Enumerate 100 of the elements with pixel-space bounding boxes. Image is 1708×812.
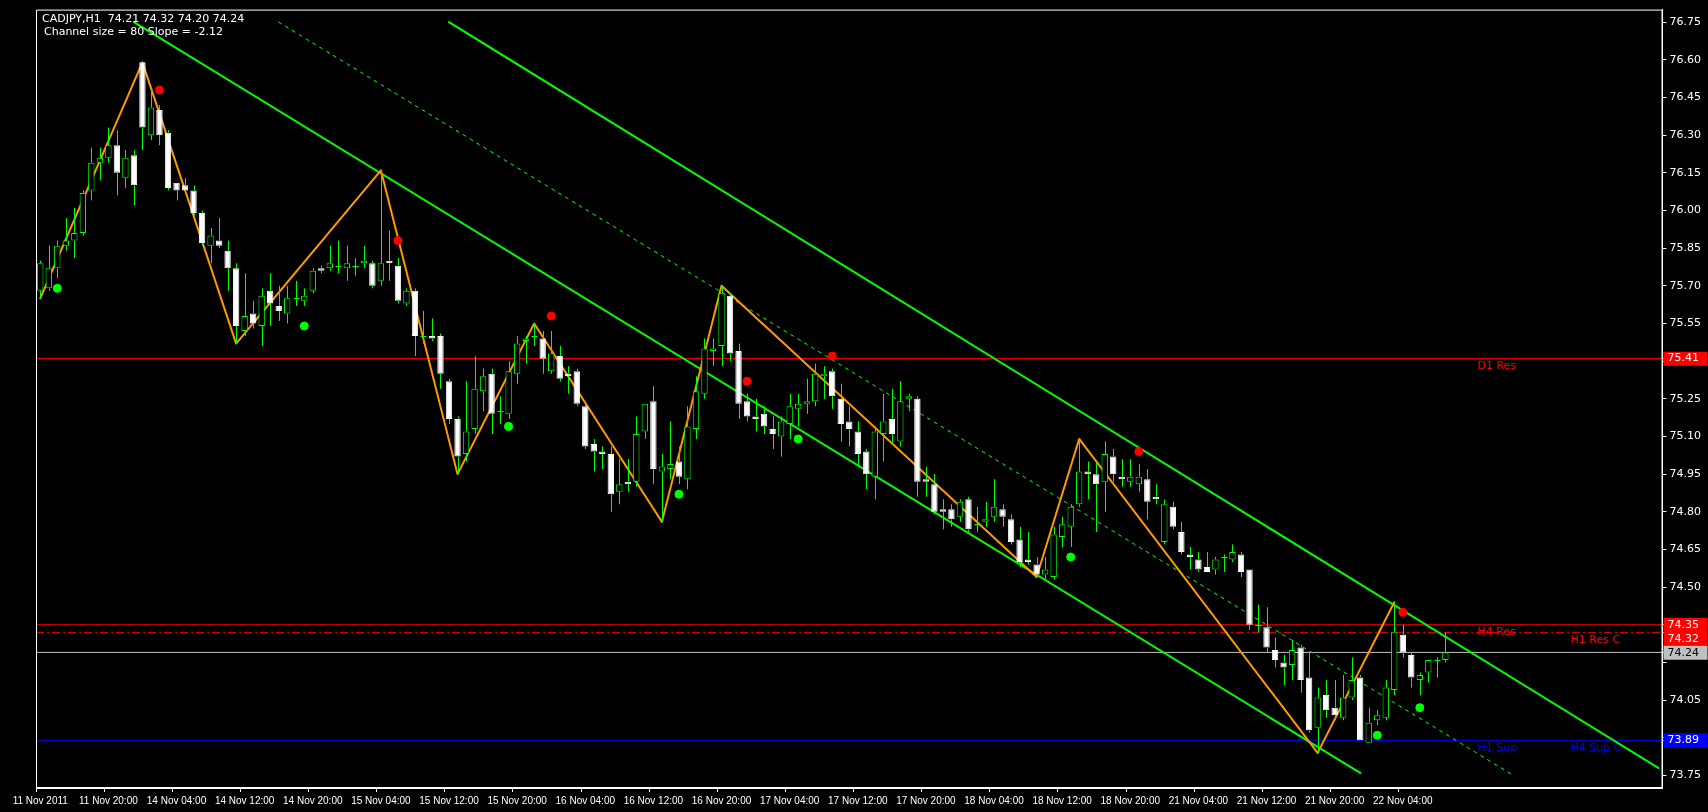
candlestick	[1314, 687, 1321, 754]
candlestick	[1041, 556, 1049, 581]
candlestick	[777, 415, 785, 458]
x-tick-label: 18 Nov 04:00	[964, 794, 1025, 806]
y-tick-label: 76.75	[1669, 15, 1702, 29]
y-tick-label: 74.32	[1667, 631, 1700, 645]
candlestick	[692, 375, 700, 440]
candlestick	[803, 378, 810, 415]
y-tick-label: 76.45	[1669, 90, 1702, 104]
candlestick	[633, 415, 640, 488]
candlestick	[667, 420, 674, 480]
candlestick	[1101, 440, 1108, 513]
y-tick-label: 73.89	[1667, 733, 1700, 747]
candlestick	[794, 393, 802, 427]
candlestick	[701, 338, 708, 400]
candlestick	[352, 257, 359, 277]
x-tick-label: 21 Nov 04:00	[1168, 794, 1229, 806]
point	[1372, 730, 1382, 740]
candlestick	[948, 503, 955, 528]
candlestick	[974, 506, 981, 533]
candlestick	[990, 478, 998, 523]
candlestick	[1016, 526, 1023, 568]
x-tick-label: 16 Nov 20:00	[691, 794, 752, 806]
point	[546, 311, 556, 321]
candlestick	[284, 285, 291, 324]
candlestick	[956, 498, 964, 523]
candlestick	[377, 169, 385, 287]
x-tick-label: 17 Nov 12:00	[828, 794, 888, 806]
candlestick	[130, 149, 138, 206]
candlestick	[1434, 656, 1441, 679]
point	[154, 85, 164, 95]
candlestick	[1075, 438, 1083, 508]
y-tick-label: 75.41	[1667, 351, 1700, 365]
x-tick-label: 14 Nov 04:00	[146, 794, 207, 806]
candlestick	[1416, 672, 1423, 696]
candlestick	[1212, 556, 1219, 576]
point	[393, 236, 403, 246]
point	[1066, 552, 1076, 562]
candlestick	[156, 104, 163, 146]
candlestick	[113, 129, 121, 196]
candlestick	[590, 438, 597, 473]
point	[827, 351, 837, 361]
x-tick-label: 21 Nov 12:00	[1236, 794, 1297, 806]
candlestick	[488, 368, 495, 435]
point	[793, 434, 803, 444]
x-tick-label: 16 Nov 04:00	[555, 794, 616, 806]
ref-line-label: H1 Res C	[1570, 632, 1621, 646]
candlestick	[293, 280, 300, 307]
candlestick	[497, 395, 504, 425]
candlestick	[837, 383, 844, 442]
candlestick	[96, 147, 104, 181]
y-tick-label: 74.24	[1667, 645, 1700, 659]
x-tick-label: 18 Nov 12:00	[1032, 794, 1093, 806]
y-tick-label: 75.85	[1669, 241, 1702, 254]
candlestick	[897, 380, 904, 448]
x-tick-label: 17 Nov 04:00	[759, 794, 820, 806]
candlestick	[45, 245, 52, 292]
candlestick	[752, 398, 759, 432]
candlestick	[420, 310, 427, 345]
candlestick	[198, 209, 206, 247]
point	[1415, 703, 1425, 713]
text: Channel size = 80 Slope = -2.12	[44, 24, 223, 38]
candlestick	[684, 405, 691, 490]
candlestick	[232, 262, 240, 345]
candlestick	[914, 395, 921, 498]
candlestick	[462, 380, 470, 463]
candlestick	[880, 393, 887, 463]
y-tick-label: 76.60	[1669, 52, 1702, 66]
candlestick	[922, 466, 930, 498]
candlestick	[616, 458, 623, 505]
candlestick	[403, 287, 410, 307]
candlestick	[1255, 604, 1262, 633]
candlestick	[999, 503, 1006, 528]
candlestick	[1391, 601, 1398, 696]
candlestick	[326, 245, 333, 272]
candlestick	[1093, 461, 1100, 533]
x-tick-label: 16 Nov 12:00	[623, 794, 684, 806]
candlestick	[454, 415, 461, 475]
x-tick-label: 17 Nov 20:00	[896, 794, 957, 806]
x-tick-label: 11 Nov 2011	[12, 794, 69, 806]
candlestick	[224, 240, 231, 292]
candlestick	[1288, 639, 1296, 681]
candlestick	[1374, 709, 1381, 726]
y-tick-label: 75.70	[1669, 278, 1702, 292]
candlestick	[1322, 679, 1330, 719]
y-tick-label: 74.05	[1669, 692, 1702, 706]
x-tick-label: 11 Nov 20:00	[79, 794, 139, 806]
candlestick	[1305, 651, 1313, 734]
candlestick	[531, 322, 538, 347]
candlestick	[62, 217, 69, 252]
candlestick	[1144, 468, 1151, 520]
point	[52, 283, 62, 293]
point	[299, 321, 309, 331]
candlestick	[982, 501, 989, 528]
point	[742, 376, 752, 386]
candlestick	[539, 330, 546, 375]
x-tick-label: 22 Nov 04:00	[1373, 794, 1433, 806]
y-tick-label: 76.00	[1669, 203, 1702, 217]
y-tick-label: 74.65	[1669, 542, 1702, 556]
x-tick-label: 14 Nov 12:00	[214, 794, 275, 806]
